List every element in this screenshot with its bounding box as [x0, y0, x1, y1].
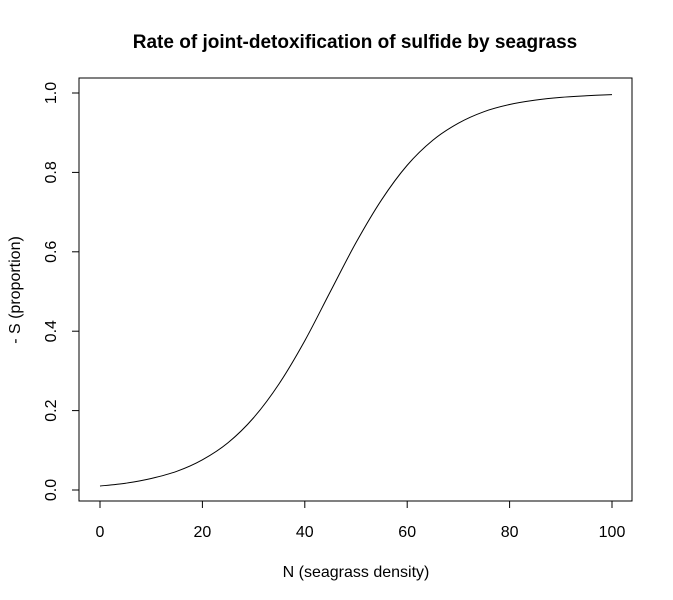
x-axis-label: N (seagrass density) — [283, 564, 430, 581]
x-tick-label: 80 — [501, 524, 519, 541]
series-line — [99, 94, 613, 487]
chart-title: Rate of joint-detoxification of sulfide … — [133, 32, 577, 53]
x-tick-label: 40 — [296, 524, 314, 541]
x-tick-label: 60 — [398, 524, 416, 541]
y-tick-label: 0.4 — [43, 320, 60, 342]
y-tick-label: 0.2 — [43, 399, 60, 421]
x-tick-label: 0 — [96, 524, 105, 541]
x-tick-label: 20 — [194, 524, 212, 541]
plot-frame — [78, 77, 633, 502]
x-tick-label: 100 — [599, 524, 626, 541]
y-axis-label: - S (proportion) — [7, 236, 24, 344]
y-tick-label: 0.8 — [43, 161, 60, 183]
y-tick-label: 1.0 — [43, 82, 60, 104]
x-axis: 0 20 40 60 80 100 — [96, 500, 626, 541]
y-axis: 0.0 0.2 0.4 0.6 0.8 1.0 — [43, 82, 80, 501]
y-tick-label: 0.0 — [43, 479, 60, 501]
y-tick-label: 0.6 — [43, 241, 60, 263]
